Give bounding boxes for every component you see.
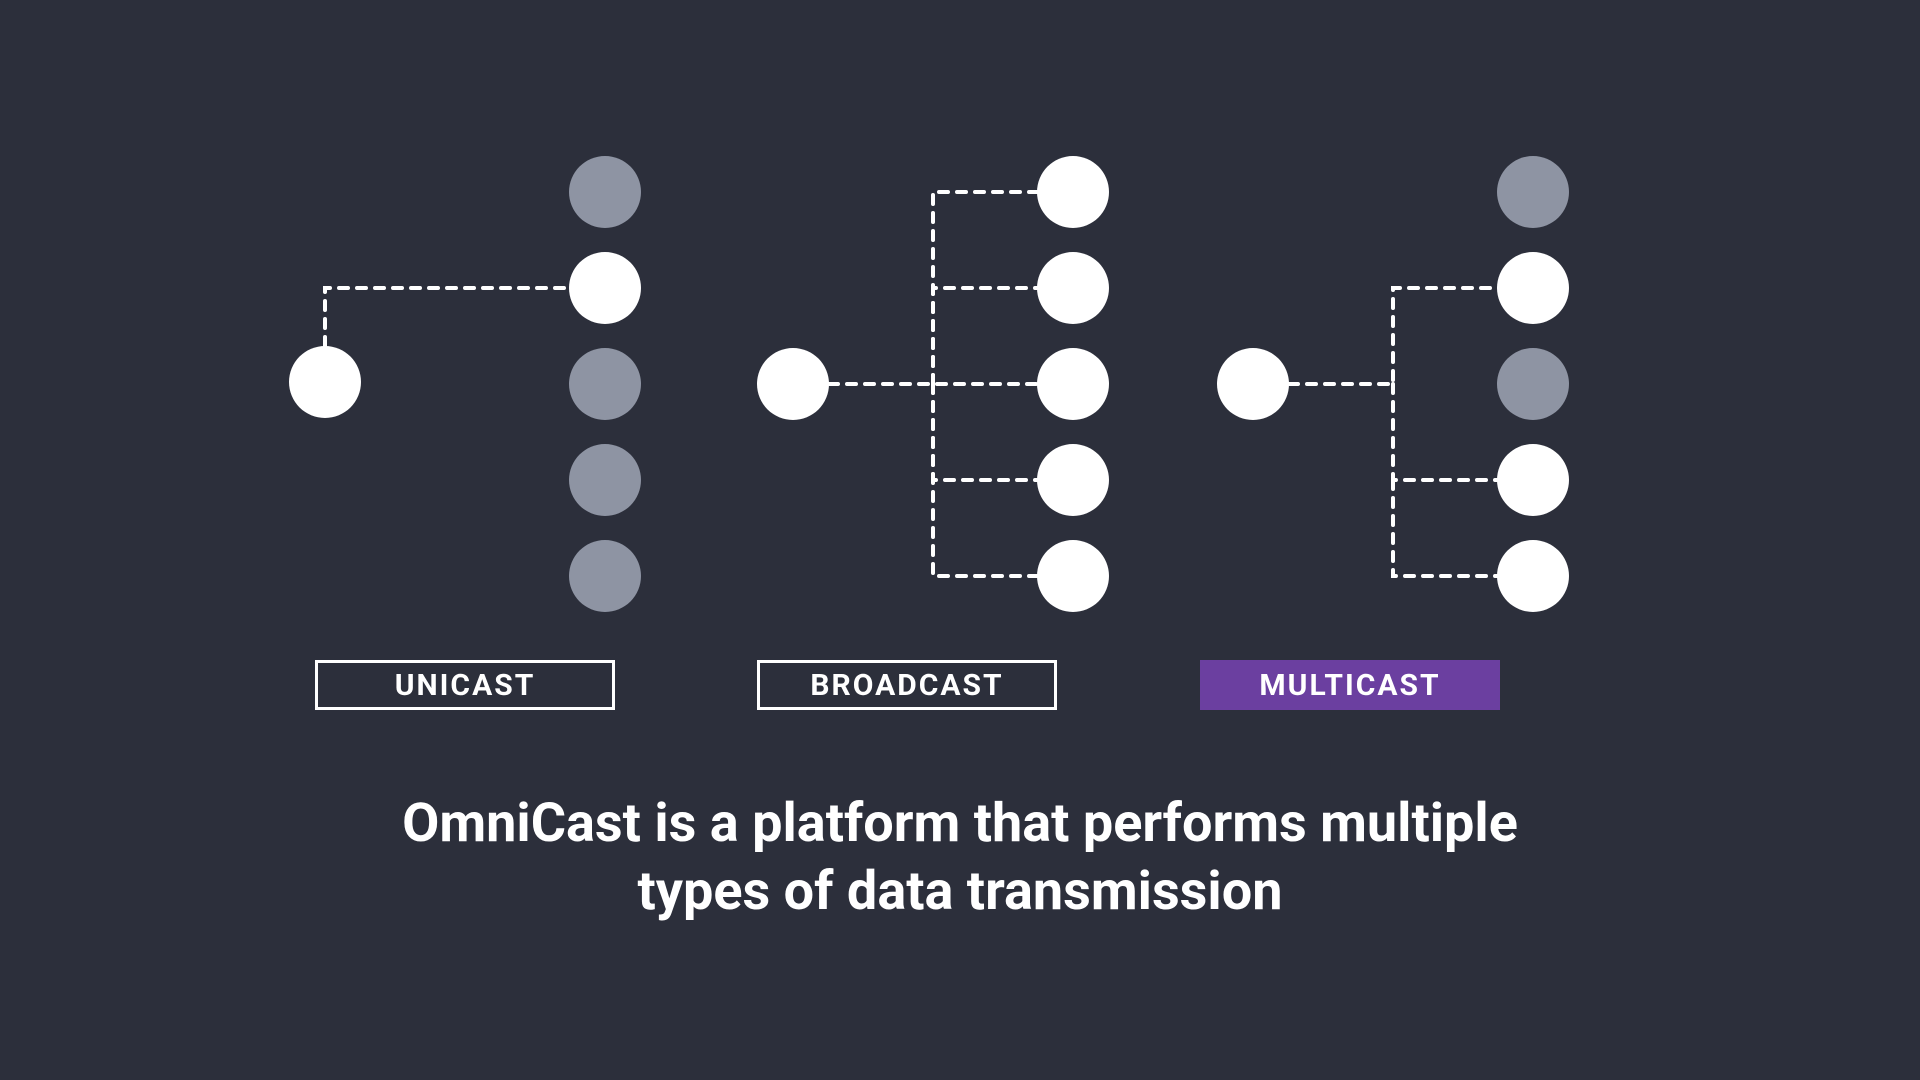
multicast-target-node-4 — [1497, 540, 1569, 612]
multicast-source-node — [1217, 348, 1289, 420]
broadcast-source-node — [757, 348, 829, 420]
tagline: OmniCast is a platform that performs mul… — [144, 790, 1776, 925]
broadcast-target-node-0 — [1037, 156, 1109, 228]
multicast-label: MULTICAST — [1200, 660, 1500, 710]
unicast-target-node-2 — [569, 348, 641, 420]
unicast-target-node-4 — [569, 540, 641, 612]
multicast-target-node-2 — [1497, 348, 1569, 420]
broadcast-target-node-1 — [1037, 252, 1109, 324]
unicast-target-node-0 — [569, 156, 641, 228]
broadcast-target-node-4 — [1037, 540, 1109, 612]
unicast-target-node-1 — [569, 252, 641, 324]
unicast-target-node-3 — [569, 444, 641, 516]
multicast-target-node-0 — [1497, 156, 1569, 228]
unicast-source-node — [289, 346, 361, 418]
multicast-target-node-1 — [1497, 252, 1569, 324]
multicast-edge — [1253, 288, 1533, 384]
broadcast-target-node-2 — [1037, 348, 1109, 420]
multicast-target-node-3 — [1497, 444, 1569, 516]
unicast-edge — [325, 288, 605, 382]
broadcast-label: BROADCAST — [757, 660, 1057, 710]
unicast-label: UNICAST — [315, 660, 615, 710]
diagram-canvas: UNICAST BROADCAST MULTICAST OmniCast is a p… — [0, 0, 1920, 1080]
broadcast-target-node-3 — [1037, 444, 1109, 516]
